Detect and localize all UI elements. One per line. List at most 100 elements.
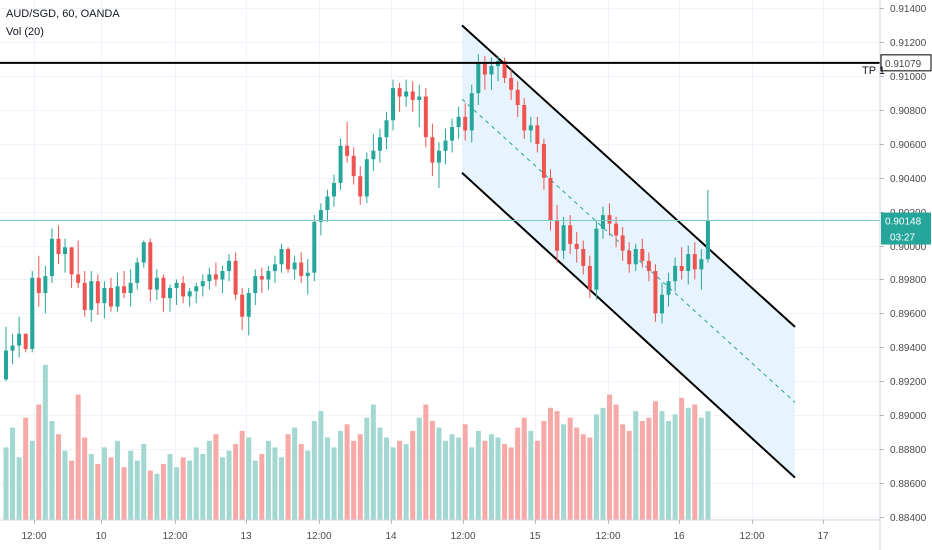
candle-body — [574, 243, 579, 249]
candle-body — [10, 345, 15, 351]
volume-bar — [456, 437, 462, 520]
legend-symbol: AUD/SGD, 60, OANDA — [6, 8, 120, 20]
candle-body — [430, 137, 435, 163]
volume-bar — [88, 454, 94, 520]
candle-body — [607, 215, 612, 224]
candle-body — [213, 274, 218, 280]
volume-bar — [141, 444, 147, 520]
price-tick-label: 0.89400 — [890, 343, 927, 354]
candle-body — [82, 282, 87, 310]
volume-bar — [36, 404, 42, 520]
tp-label: TP 1 — [862, 65, 885, 77]
candle-body — [568, 225, 573, 244]
candle-body — [272, 264, 277, 272]
volume-bar — [200, 454, 206, 520]
price-tick-label: 0.90000 — [890, 242, 927, 253]
volume-bar — [311, 421, 317, 520]
candle-body — [220, 271, 225, 280]
volume-bar — [10, 427, 16, 520]
volume-bar — [652, 401, 658, 520]
volume-bar — [574, 427, 580, 520]
volume-bar — [449, 434, 455, 520]
candle-body — [469, 93, 474, 131]
candle-body — [640, 248, 645, 261]
time-tick-label: 14 — [385, 531, 397, 542]
volume-bar — [49, 421, 55, 520]
volume-bar — [318, 411, 324, 520]
volume-bar — [174, 467, 180, 520]
candle-body — [404, 91, 409, 97]
candle-body — [122, 286, 127, 294]
candle-body — [705, 220, 710, 260]
candle-body — [653, 271, 658, 314]
volume-bar — [698, 417, 704, 520]
candle-body — [377, 137, 382, 151]
candle-body — [246, 293, 251, 317]
candle-body — [463, 116, 468, 131]
legend-volume: Vol (20) — [6, 26, 44, 38]
price-tick-label: 0.89000 — [890, 411, 927, 422]
volume-bar — [213, 434, 219, 520]
candle-body — [227, 260, 232, 272]
time-tick-label: 12:00 — [595, 531, 620, 542]
candle-body — [56, 238, 61, 255]
volume-bar — [685, 407, 691, 520]
candle-body — [686, 254, 691, 272]
candle-body — [515, 89, 520, 106]
volume-bar — [554, 411, 560, 520]
volume-bar — [246, 437, 252, 520]
volume-bar — [521, 417, 527, 520]
volume-bar — [587, 437, 593, 520]
candle-body — [279, 248, 284, 265]
candle-body — [443, 140, 448, 151]
candle-body — [627, 250, 632, 265]
volume-bar — [29, 440, 35, 520]
volume-bar — [285, 434, 291, 520]
volume-bar — [55, 434, 61, 520]
candle-body — [594, 228, 599, 290]
candle-body — [30, 277, 35, 349]
candle-body — [476, 62, 481, 94]
volume-bar — [429, 421, 435, 520]
candle-body — [364, 159, 369, 197]
volume-bar — [397, 440, 403, 520]
volume-bar — [259, 454, 265, 520]
candle-body — [535, 125, 540, 144]
volume-bar — [639, 421, 645, 520]
candle-body — [259, 276, 264, 280]
candle-body — [614, 223, 619, 236]
volume-bar — [279, 457, 285, 520]
time-tick-label: 12:00 — [450, 531, 475, 542]
candle-body — [436, 150, 441, 163]
candle-body — [148, 242, 153, 290]
countdown-label: 03:27 — [890, 233, 915, 244]
time-tick-label: 10 — [95, 531, 107, 542]
candle-body — [456, 116, 461, 128]
volume-bar — [370, 404, 376, 520]
volume-bar — [331, 447, 337, 520]
candle-body — [699, 259, 704, 270]
candle-body — [253, 276, 258, 294]
volume-bar — [547, 407, 553, 520]
volume-bar — [593, 414, 599, 520]
candle-body — [587, 265, 592, 290]
candle-body — [673, 265, 678, 282]
time-tick-label: 12:00 — [162, 531, 187, 542]
volume-bar — [115, 440, 121, 520]
candle-body — [660, 294, 664, 314]
candle-body — [292, 262, 297, 270]
candle-body — [620, 235, 625, 251]
candle-body — [502, 60, 507, 78]
volume-bar — [462, 424, 468, 520]
candles — [4, 54, 710, 382]
candle-body — [417, 96, 422, 100]
candle-body — [318, 210, 323, 222]
candle-body — [541, 143, 546, 178]
candle-body — [646, 260, 651, 272]
volume-bar — [180, 457, 186, 520]
candle-body — [207, 274, 212, 282]
volume-bar — [666, 421, 672, 520]
volume-bar — [659, 411, 665, 520]
